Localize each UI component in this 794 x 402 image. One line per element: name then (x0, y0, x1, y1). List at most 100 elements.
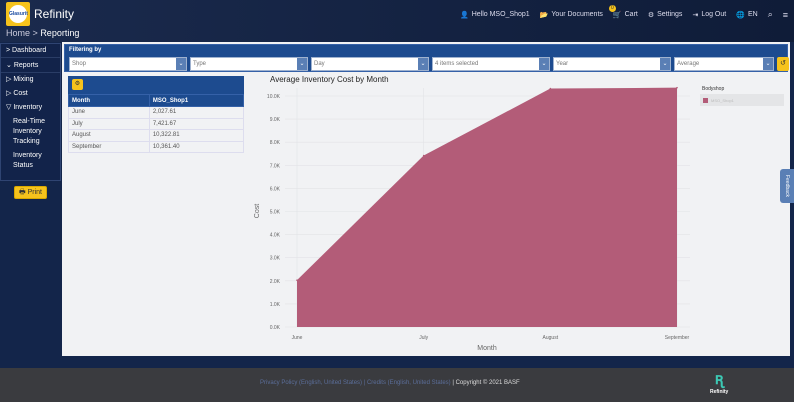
y-tick-label: 10.0K (267, 94, 281, 100)
breadcrumb-current: Reporting (40, 28, 80, 38)
sidebar-label: Mixing (13, 76, 34, 83)
sidebar-item-inventory-status[interactable]: Inventory Status (1, 149, 60, 173)
feedback-tab[interactable]: Feedback (780, 169, 794, 203)
items-select[interactable]: 4 items selected ⌄ (432, 57, 550, 71)
copyright: Copyright © 2021 BASF (455, 380, 520, 386)
sidebar-item-inventory[interactable]: ▽ Inventory (6, 104, 43, 111)
sidebar-label: Reports (13, 62, 39, 69)
y-axis-label: Cost (254, 204, 261, 218)
y-tick-label: 8.0K (270, 140, 281, 146)
menu-icon[interactable]: ≡ (782, 9, 788, 20)
sidebar-item-reports[interactable]: ⌄ Reports (1, 58, 60, 73)
refinity-logo: ꭆ Refinity (710, 371, 729, 395)
breadcrumb-home[interactable]: Home (6, 28, 31, 38)
y-tick-label: 1.0K (270, 302, 281, 308)
sidebar-label: Real-Time Inventory Tracking (13, 118, 46, 145)
table-row: June 2,027.61 (68, 106, 245, 119)
language-link[interactable]: 🌐 EN (736, 11, 758, 19)
table-cell: 7,421.67 (148, 117, 245, 130)
credits-link[interactable]: Credits (English, United States) (366, 380, 451, 386)
print-button[interactable]: 🖶 Print (14, 186, 47, 199)
filter-bar: Filtering by Shop ⌄ Type ⌄ Day ⌄ 4 items se… (64, 44, 789, 72)
chevron-down-icon: ⌄ (176, 58, 186, 70)
sidebar-label: Inventory Status (13, 152, 42, 169)
app-title: Refinity (34, 7, 75, 21)
data-point (676, 86, 678, 89)
year-select[interactable]: Year ⌄ (553, 57, 671, 71)
shop-select[interactable]: Shop ⌄ (69, 57, 187, 71)
top-nav: 👤 Hello MSO_Shop1 📂 Your Documents 0 🛒 Cart … (459, 4, 788, 20)
cart-link[interactable]: 0 🛒 Cart (608, 4, 638, 19)
print-label: Print (27, 189, 42, 196)
user-link[interactable]: 👤 Hello MSO_Shop1 (459, 11, 530, 19)
globe-icon: 🌐 (736, 11, 745, 19)
y-tick-label: 4.0K (270, 233, 281, 239)
settings-link[interactable]: ⚙ Settings (647, 11, 683, 19)
chart-title: Average Inventory Cost by Month (270, 75, 389, 84)
x-tick-label: September (665, 335, 690, 341)
sidebar: > Dashboard ⌄ Reports ▷ Mixing ▷ Cost ▽ … (0, 43, 61, 181)
y-tick-label: 9.0K (270, 117, 281, 123)
select-value: Day (314, 61, 325, 67)
search-icon[interactable]: ⌕ (767, 9, 773, 19)
cart-badge: 0 (608, 4, 616, 12)
y-tick-label: 5.0K (270, 210, 281, 216)
y-tick-label: 0.0K (270, 325, 281, 331)
chevron-down-icon: ⌄ (763, 58, 773, 70)
export-icon[interactable]: ⚙ (72, 79, 83, 90)
chevron-down-icon: ⌄ (539, 58, 549, 70)
filter-label: Filtering by (69, 47, 102, 53)
header: Glasurit Refinity Home > Reporting 👤 Hell… (0, 0, 794, 42)
logout-icon: ⇥ (692, 11, 699, 19)
footer-logo-text: Refinity (710, 389, 729, 395)
table-row: September 10,361.40 (68, 140, 245, 153)
sidebar-item-cost[interactable]: ▷ Cost (6, 90, 28, 97)
day-select[interactable]: Day ⌄ (311, 57, 429, 71)
type-select[interactable]: Type ⌄ (190, 57, 308, 71)
documents-link[interactable]: 📂 Your Documents (539, 11, 603, 19)
sidebar-item-mixing[interactable]: ▷ Mixing (6, 76, 34, 83)
y-tick-label: 6.0K (270, 186, 281, 192)
area-series-MSO_Shop1 (297, 87, 677, 327)
data-table: Month MSO_Shop1 June 2,027.61 July 7,421.67 A… (68, 94, 245, 153)
col-header-shop[interactable]: MSO_Shop1 (148, 94, 245, 107)
breadcrumb-separator: > (32, 28, 38, 38)
sidebar-label: Dashboard (12, 47, 47, 54)
y-tick-label: 7.0K (270, 163, 281, 169)
aggregate-select[interactable]: Average ⌄ (674, 57, 774, 71)
legend-item[interactable]: MSO_Shop1 (700, 94, 784, 106)
data-point (296, 279, 298, 281)
table-row: July 7,421.67 (68, 117, 245, 130)
table-row: August 10,322.81 (68, 129, 245, 142)
legend-label: MSO_Shop1 (711, 97, 734, 103)
gear-icon: ⚙ (647, 11, 655, 19)
sidebar-item-dashboard[interactable]: > Dashboard (1, 44, 60, 58)
x-tick-label: July (419, 335, 428, 341)
select-value: Year (556, 61, 569, 67)
glasurit-logo[interactable]: Glasurit (6, 2, 30, 26)
x-tick-label: August (543, 335, 559, 341)
logout-link[interactable]: ⇥ Log Out (692, 11, 727, 19)
x-tick-label: June (292, 335, 303, 341)
y-tick-label: 3.0K (270, 256, 281, 262)
chevron-down-icon: ⌄ (418, 58, 428, 70)
table-cell: August (68, 129, 150, 142)
reset-icon[interactable]: ↺ (777, 57, 789, 71)
select-value: 4 items selected (435, 61, 479, 67)
chevron-down-icon: ⌄ (297, 58, 307, 70)
sidebar-label: Cost (13, 90, 28, 97)
privacy-link[interactable]: Privacy Policy (English, United States) (260, 380, 363, 386)
legend-title: Bodyshop (702, 86, 725, 92)
x-axis-label: Month (477, 345, 497, 352)
data-point (422, 154, 425, 157)
table-toolbar: ⚙ (68, 76, 244, 94)
data-point (549, 87, 552, 90)
sidebar-item-real-time-inventory[interactable]: Real-Time Inventory Tracking (1, 115, 60, 149)
user-icon: 👤 (459, 11, 469, 19)
select-value: Shop (72, 61, 87, 67)
legend-swatch (703, 97, 708, 103)
col-header-month[interactable]: Month (68, 94, 150, 107)
chevron-down-icon: ⌄ (660, 58, 670, 70)
table-cell: 10,322.81 (148, 129, 245, 142)
